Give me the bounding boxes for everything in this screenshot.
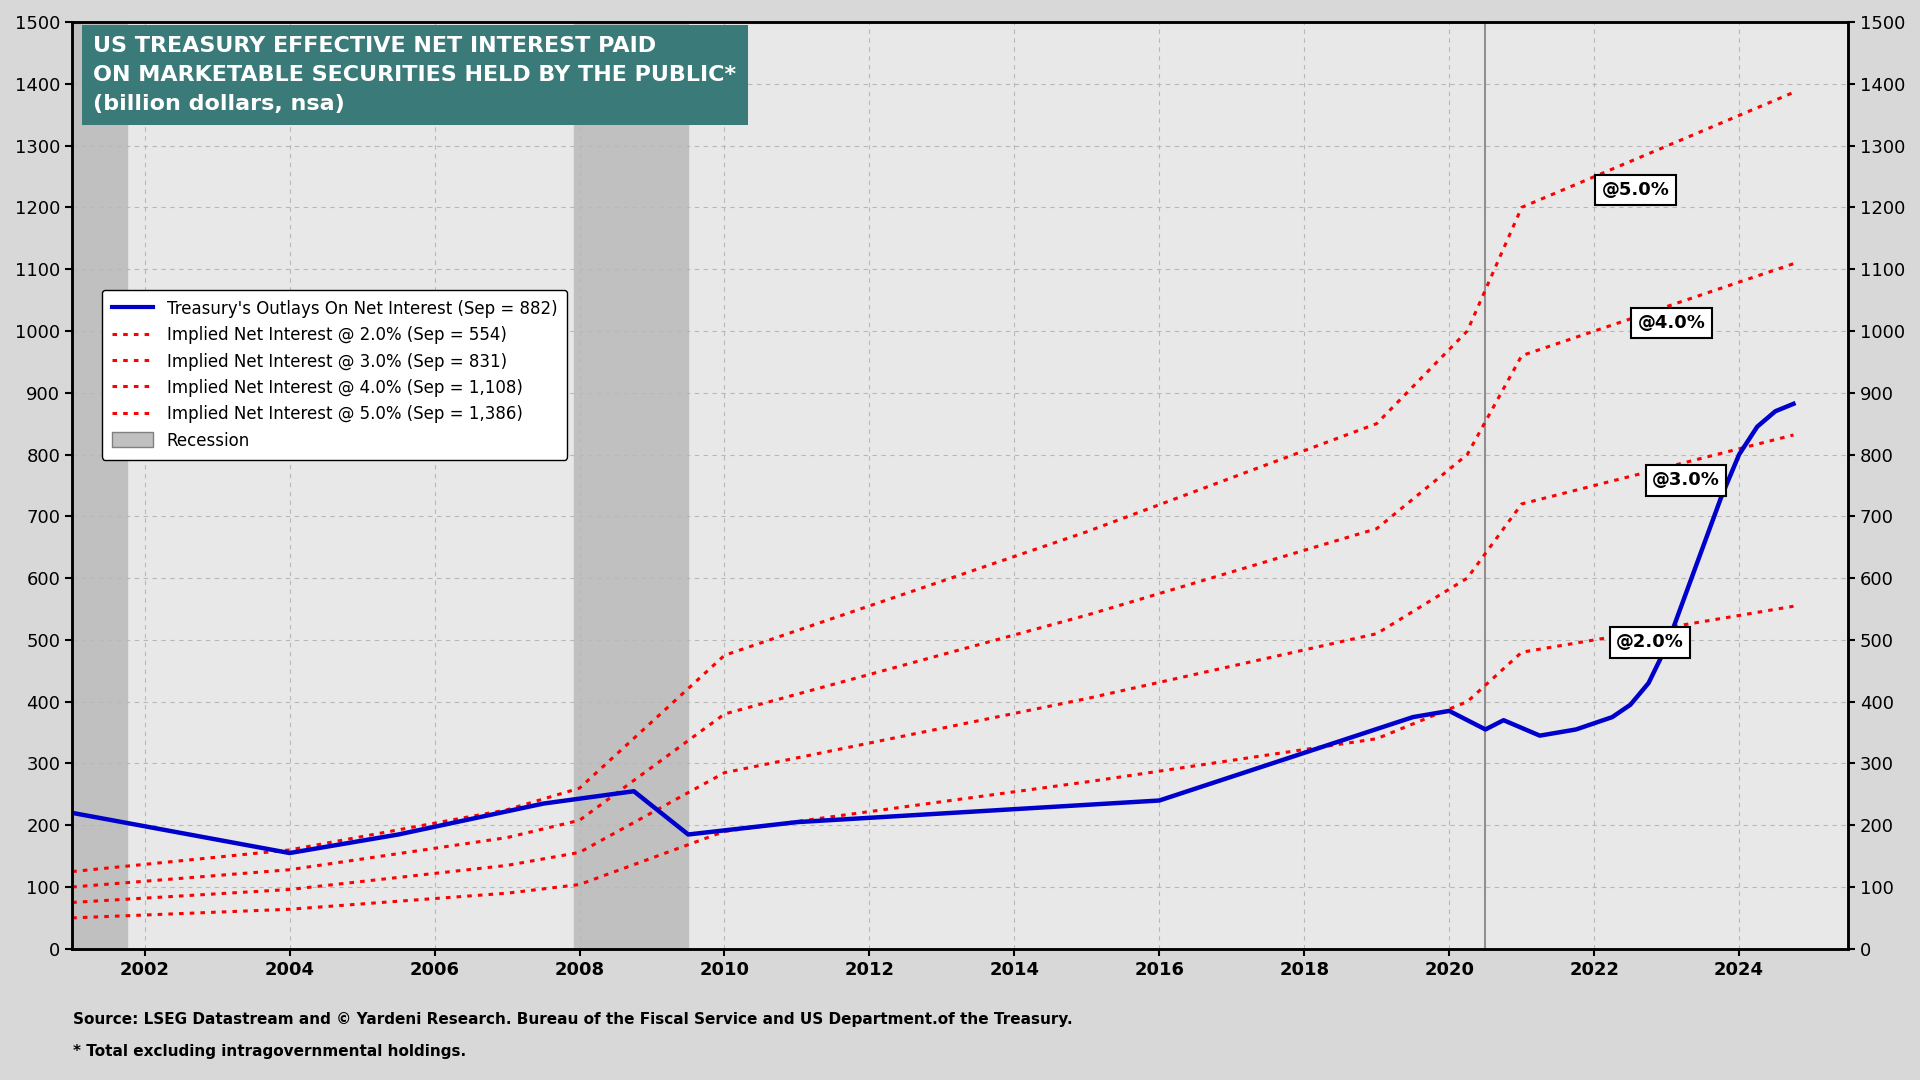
Text: @5.0%: @5.0% (1601, 181, 1668, 199)
Text: US TREASURY EFFECTIVE NET INTEREST PAID
ON MARKETABLE SECURITIES HELD BY THE PUB: US TREASURY EFFECTIVE NET INTEREST PAID … (94, 36, 737, 113)
Legend: Treasury's Outlays On Net Interest (Sep = 882), Implied Net Interest @ 2.0% (Sep: Treasury's Outlays On Net Interest (Sep … (102, 289, 568, 459)
Text: @3.0%: @3.0% (1651, 471, 1720, 489)
Bar (574, 22, 687, 949)
Text: * Total excluding intragovernmental holdings.: * Total excluding intragovernmental hold… (73, 1044, 467, 1059)
Text: Source: LSEG Datastream and © Yardeni Research. Bureau of the Fiscal Service and: Source: LSEG Datastream and © Yardeni Re… (73, 1012, 1073, 1027)
Bar (73, 22, 127, 949)
Text: @4.0%: @4.0% (1638, 314, 1705, 332)
Text: @2.0%: @2.0% (1617, 633, 1684, 651)
